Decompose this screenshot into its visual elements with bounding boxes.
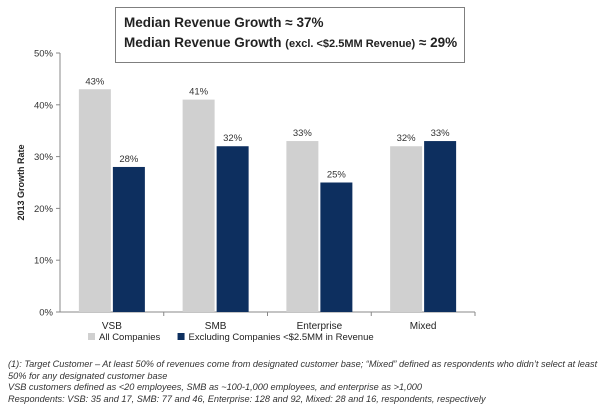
y-tick-label: 20%: [34, 204, 54, 215]
legend-swatch: [88, 333, 95, 340]
summary-overall-text: Median Revenue Growth: [124, 15, 282, 30]
summary-excluding-value: ≈ 29%: [418, 35, 458, 50]
bar-mixed-excluding-small: [424, 141, 457, 312]
x-tick-label: Enterprise: [297, 321, 343, 332]
data-label: 32%: [223, 133, 243, 144]
y-tick-label: 0%: [39, 308, 53, 319]
y-tick-label: 50%: [34, 49, 54, 60]
summary-excluding-text: Median Revenue Growth: [124, 35, 282, 50]
bar-enterprise-all-companies: [286, 141, 319, 312]
data-label: 28%: [119, 154, 139, 165]
data-label: 25%: [327, 170, 347, 181]
bar-vsb-all-companies: [78, 89, 111, 312]
summary-box: Median Revenue Growth ≈ 37% Median Reven…: [115, 7, 465, 63]
data-label: 41%: [189, 87, 209, 98]
y-tick-label: 10%: [34, 256, 54, 267]
bar-smb-excluding-small: [216, 146, 249, 312]
x-tick-label: SMB: [205, 321, 227, 332]
summary-excluding-note: (excl. <$2.5MM Revenue): [285, 38, 416, 50]
y-axis-label: 2013 Growth Rate: [16, 144, 26, 220]
data-label: 33%: [431, 128, 451, 139]
x-tick-label: Mixed: [410, 321, 437, 332]
summary-overall-value: ≈ 37%: [285, 15, 324, 30]
data-label: 32%: [397, 133, 417, 144]
footnote-segment-definitions: VSB customers defined as <20 employees, …: [8, 382, 422, 392]
legend-label: Excluding Companies <$2.5MM in Revenue: [189, 332, 374, 343]
data-label: 33%: [293, 128, 313, 139]
legend-label: All Companies: [99, 332, 160, 343]
footnote-respondents: Respondents: VSB: 35 and 17, SMB: 77 and…: [8, 393, 486, 404]
x-tick-label: VSB: [102, 321, 122, 332]
legend-swatch: [177, 333, 185, 340]
bar-vsb-excluding-small: [112, 166, 145, 312]
summary-line-excluding: Median Revenue Growth (excl. <$2.5MM Rev…: [124, 33, 464, 54]
bar-enterprise-excluding-small: [320, 182, 353, 312]
bar-mixed-all-companies: [390, 146, 423, 312]
summary-line-overall: Median Revenue Growth ≈ 37%: [124, 13, 464, 33]
footnote-target-customer: (1): Target Customer – At least 50% of r…: [8, 359, 598, 381]
data-label: 43%: [85, 76, 105, 87]
y-tick-label: 40%: [34, 100, 54, 111]
y-tick-label: 30%: [34, 152, 54, 163]
footnotes: (1): Target Customer – At least 50% of r…: [8, 359, 606, 405]
bar-smb-all-companies: [182, 99, 215, 312]
bar-chart: 0% 10% 20% 30% 40% 50% 2013 Growth Rate 43% 28% V…: [16, 49, 476, 343]
